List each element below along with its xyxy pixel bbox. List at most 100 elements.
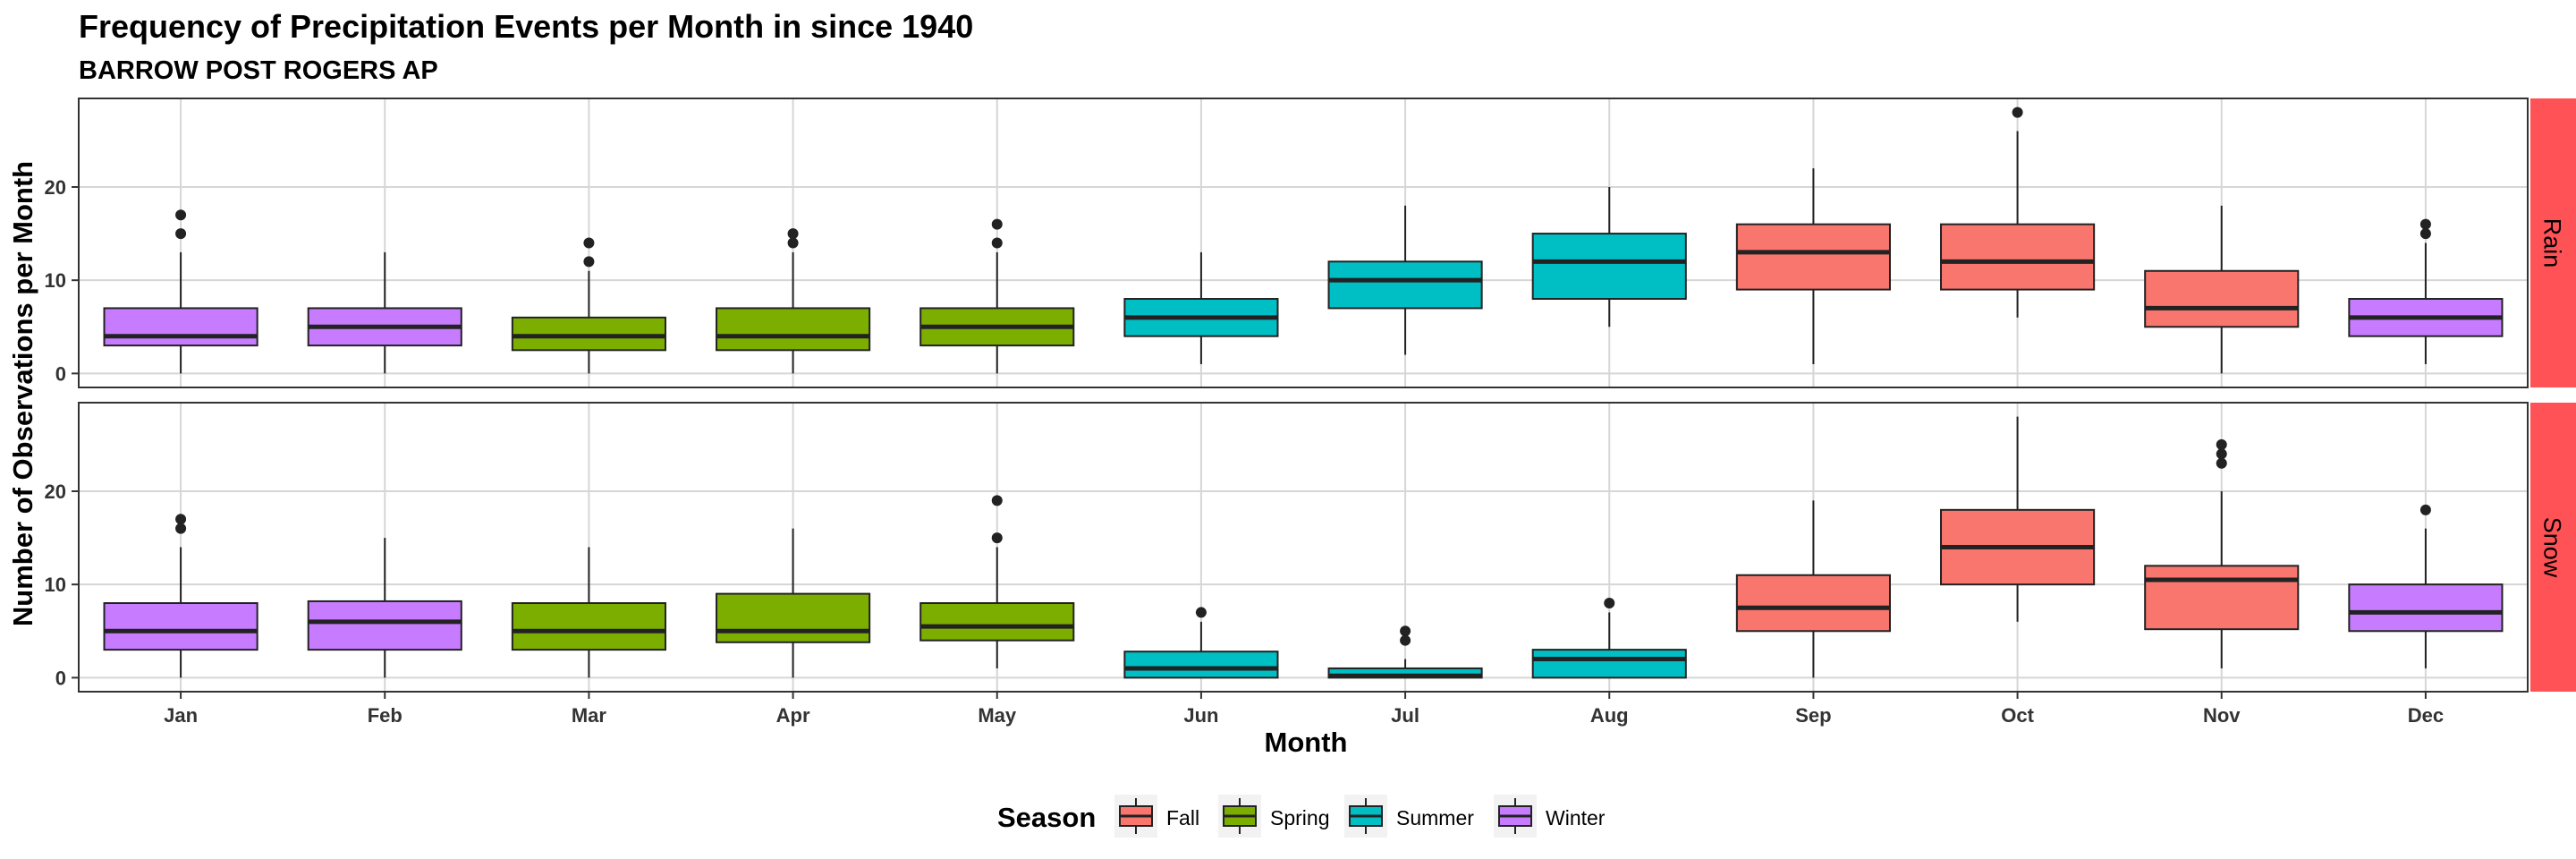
outlier-point xyxy=(175,209,187,221)
x-tick-label: May xyxy=(978,704,1017,727)
y-tick-label: 0 xyxy=(55,362,66,385)
outlier-point xyxy=(2419,504,2431,515)
box-body xyxy=(103,602,258,651)
panel-border xyxy=(78,98,2529,388)
x-tick-label: Aug xyxy=(1590,704,1629,727)
outlier-point xyxy=(1604,598,1615,609)
box-oct-snow xyxy=(1940,416,2096,622)
legend-label: Spring xyxy=(1270,806,1329,829)
x-tick-label: Dec xyxy=(2408,704,2444,727)
box-dec-rain xyxy=(2348,218,2504,364)
x-tick-label: Apr xyxy=(776,704,810,727)
legend-item-summer: Summer xyxy=(1344,795,1474,838)
box-body xyxy=(511,602,666,651)
box-mar-rain xyxy=(511,237,666,374)
box-feb-rain xyxy=(307,251,462,374)
box-may-rain xyxy=(919,218,1075,374)
x-tick-label: Jan xyxy=(164,704,198,727)
box-may-snow xyxy=(919,495,1075,668)
chart-title: Frequency of Precipitation Events per Mo… xyxy=(79,8,973,45)
box-body xyxy=(103,307,258,347)
outlier-point xyxy=(2419,228,2431,240)
box-body xyxy=(716,592,871,643)
box-body xyxy=(1123,651,1279,679)
panel-rain: 0 10 20 Rain xyxy=(45,98,2576,388)
outlier-point xyxy=(175,523,187,534)
outlier-point xyxy=(1195,607,1207,618)
box-jul-rain xyxy=(1327,205,1483,355)
x-axis-title: Month xyxy=(1265,727,1348,758)
outlier-point xyxy=(991,237,1003,249)
y-tick-label: 20 xyxy=(45,481,66,503)
facet-strip xyxy=(2530,403,2576,692)
legend-label: Summer xyxy=(1396,806,1474,829)
box-feb-snow xyxy=(307,538,462,678)
x-tick-label: Sep xyxy=(1795,704,1831,727)
outlier-point xyxy=(787,228,799,240)
box-body xyxy=(1531,233,1687,301)
y-tick-label: 20 xyxy=(45,176,66,199)
box-jun-rain xyxy=(1123,251,1279,364)
y-tick-label: 10 xyxy=(45,574,66,596)
box-body xyxy=(1735,574,1891,633)
box-nov-rain xyxy=(2144,205,2300,374)
legend-label: Fall xyxy=(1166,806,1199,829)
box-sep-snow xyxy=(1735,500,1891,678)
box-body xyxy=(2144,565,2300,631)
outlier-point xyxy=(991,532,1003,544)
outlier-point xyxy=(2419,218,2431,230)
box-dec-snow xyxy=(2348,504,2504,668)
box-body xyxy=(1940,223,2096,291)
facet-strip-label: Rain xyxy=(2539,218,2566,268)
box-oct-rain xyxy=(1940,106,2096,318)
box-body xyxy=(1327,260,1483,310)
chart-subtitle: BARROW POST ROGERS AP xyxy=(79,56,438,85)
panel-border xyxy=(78,402,2529,693)
x-tick-label: Jul xyxy=(1391,704,1419,727)
outlier-point xyxy=(1400,634,1411,646)
box-aug-rain xyxy=(1531,186,1687,327)
panels-group: 0 10 20 Rain 0 10 20 Snow Jan Feb Mar Apr May Jun Jul A… xyxy=(45,98,2576,727)
box-body xyxy=(2144,269,2300,328)
box-body xyxy=(307,600,462,651)
box-body xyxy=(511,316,666,352)
box-apr-rain xyxy=(716,228,871,374)
outlier-point xyxy=(583,256,595,268)
box-body xyxy=(1531,649,1687,679)
facet-strip-label: Snow xyxy=(2539,517,2566,578)
x-tick-label: Oct xyxy=(2001,704,2034,727)
x-tick-label: Jun xyxy=(1183,704,1218,727)
outlier-point xyxy=(175,514,187,525)
panel-snow: 0 10 20 Snow xyxy=(45,402,2576,693)
box-mar-snow xyxy=(511,547,666,678)
legend-title: Season xyxy=(997,802,1096,833)
box-jun-snow xyxy=(1123,607,1279,679)
outlier-point xyxy=(991,495,1003,506)
outlier-point xyxy=(1400,625,1411,637)
outlier-point xyxy=(2012,106,2023,118)
legend-item-fall: Fall xyxy=(1114,795,1199,838)
outlier-point xyxy=(583,237,595,249)
legend-item-winter: Winter xyxy=(1494,795,1606,838)
x-tick-label: Feb xyxy=(368,704,402,727)
facet-strip xyxy=(2530,98,2576,387)
outlier-point xyxy=(2216,438,2227,450)
box-aug-snow xyxy=(1531,598,1687,679)
legend-item-spring: Spring xyxy=(1218,795,1329,838)
box-jul-snow xyxy=(1327,625,1483,679)
box-body xyxy=(919,602,1075,642)
box-jan-snow xyxy=(103,514,258,678)
box-body xyxy=(2348,583,2504,633)
outlier-point xyxy=(787,237,799,249)
legend-label: Winter xyxy=(1546,806,1606,829)
box-body xyxy=(716,307,871,352)
outlier-point xyxy=(2216,448,2227,460)
y-tick-label: 10 xyxy=(45,269,66,292)
box-body xyxy=(1735,223,1891,291)
box-apr-snow xyxy=(716,528,871,678)
x-tick-label: Mar xyxy=(572,704,607,727)
box-nov-snow xyxy=(2144,438,2300,668)
box-jan-rain xyxy=(103,209,258,374)
y-axis-title: Number of Observations per Month xyxy=(7,161,38,626)
